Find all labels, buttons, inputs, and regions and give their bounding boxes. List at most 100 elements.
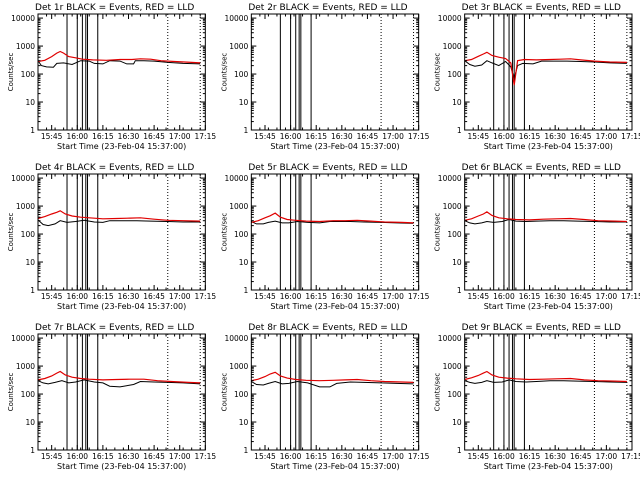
series-lld-line [37,370,201,384]
series-lld-line [464,51,627,86]
x-axis-label: Start Time (23-Feb-04 15:37:00) [484,462,613,471]
y-tick-label: 10 [452,98,462,107]
x-tick-label: 16:15 [92,132,114,141]
y-axis-label: Counts/sec [434,213,442,252]
x-tick-label: 16:30 [331,452,353,461]
x-tick-label: 17:15 [195,292,217,301]
series-events-line [251,220,414,225]
series-events-line [251,380,414,388]
y-axis-label: Counts/sec [434,53,442,92]
series-events-line [37,60,201,68]
x-tick-label: 17:00 [169,132,191,141]
x-tick-label: 16:30 [544,452,566,461]
x-tick-label: 16:00 [493,452,515,461]
y-tick-label: 1000 [229,202,248,211]
x-axis-label: Start Time (23-Feb-04 15:37:00) [57,142,186,151]
x-tick-label: 15:45 [468,292,490,301]
y-tick-label: 1000 [229,42,248,51]
y-tick-label: 10000 [438,14,462,23]
y-tick-label: 100 [234,70,249,79]
x-tick-label: 16:30 [544,292,566,301]
plot-frame [250,13,420,131]
y-tick-label: 10000 [224,14,248,23]
panel-title: Det 6r BLACK = Events, RED = LLD [462,163,621,173]
y-axis-label: Counts/sec [7,213,15,252]
x-axis-label: Start Time (23-Feb-04 15:37:00) [484,302,613,311]
x-tick-label: 17:00 [169,292,191,301]
x-tick-label: 15:45 [254,292,276,301]
panel-title: Det 3r BLACK = Events, RED = LLD [462,3,621,13]
x-tick-label: 17:00 [596,132,618,141]
x-tick-label: 16:30 [118,452,140,461]
y-tick-label: 1000 [16,202,35,211]
panel-det-4: Det 4r BLACK = Events, RED = LLD 1 10 100 10… [7,163,216,311]
y-tick-label: 1 [244,286,249,295]
y-axis-label: Counts/sec [220,373,228,412]
y-tick-label: 100 [21,70,36,79]
x-axis-label: Start Time (23-Feb-04 15:37:00) [270,302,399,311]
x-tick-label: 16:00 [66,452,88,461]
x-tick-label: 17:00 [382,292,404,301]
y-tick-label: 1 [457,126,462,135]
x-tick-label: 16:45 [143,132,165,141]
x-tick-label: 17:00 [382,452,404,461]
x-tick-label: 16:45 [357,132,379,141]
y-tick-label: 1000 [16,42,35,51]
series-events-line [464,218,627,225]
x-tick-label: 15:45 [41,452,63,461]
x-tick-label: 16:45 [570,132,592,141]
y-tick-label: 10 [452,418,462,427]
y-tick-label: 1 [457,286,462,295]
x-tick-label: 16:30 [118,292,140,301]
series-lld-line [464,370,627,383]
series-events-line [464,379,627,384]
y-tick-label: 100 [234,390,249,399]
plot-frame [37,13,206,131]
y-tick-label: 10 [239,98,249,107]
series-events-line [37,219,201,227]
x-tick-label: 17:15 [195,132,217,141]
panel-title: Det 2r BLACK = Events, RED = LLD [248,3,407,13]
x-tick-label: 16:00 [66,132,88,141]
panel-title: Det 5r BLACK = Events, RED = LLD [248,163,407,173]
panel-det-2: Det 2r BLACK = Events, RED = LLD 1 10 100 10… [220,3,429,151]
y-tick-label: 100 [447,230,462,239]
y-axis-label: Counts/sec [7,373,15,412]
x-tick-label: 15:45 [468,132,490,141]
x-tick-label: 17:15 [621,292,640,301]
series-events-line [464,60,627,81]
y-tick-label: 10 [25,258,35,267]
x-tick-label: 16:15 [519,132,541,141]
plot-frame [37,333,206,451]
x-tick-label: 15:45 [254,132,276,141]
x-axis-label: Start Time (23-Feb-04 15:37:00) [270,462,399,471]
x-tick-label: 16:00 [66,292,88,301]
y-tick-label: 1 [244,446,249,455]
x-tick-label: 16:00 [280,452,302,461]
x-tick-label: 16:30 [331,292,353,301]
y-tick-label: 10 [239,258,249,267]
panel-det-1: Det 1r BLACK = Events, RED = LLD 1 10 100 10… [7,3,216,151]
y-tick-label: 10 [452,258,462,267]
x-tick-label: 16:15 [305,292,327,301]
y-tick-label: 1 [30,126,35,135]
y-axis-label: Counts/sec [220,53,228,92]
x-tick-label: 16:45 [570,452,592,461]
y-tick-label: 1 [30,286,35,295]
series-lld-line [251,371,414,383]
panel-det-7: Det 7r BLACK = Events, RED = LLD 1 10 100 10… [7,323,216,471]
y-tick-label: 1000 [443,42,462,51]
plot-frame [464,173,633,291]
y-tick-label: 10000 [11,334,35,343]
x-tick-label: 17:15 [621,132,640,141]
series-lld-line [464,211,627,223]
x-tick-label: 16:45 [357,452,379,461]
x-tick-label: 17:15 [408,292,430,301]
y-tick-label: 1000 [443,362,462,371]
x-tick-label: 16:15 [305,452,327,461]
x-tick-label: 17:15 [408,452,430,461]
y-tick-label: 10 [239,418,249,427]
panel-det-5: Det 5r BLACK = Events, RED = LLD 1 10 100 10… [220,163,429,311]
x-tick-label: 16:45 [357,292,379,301]
